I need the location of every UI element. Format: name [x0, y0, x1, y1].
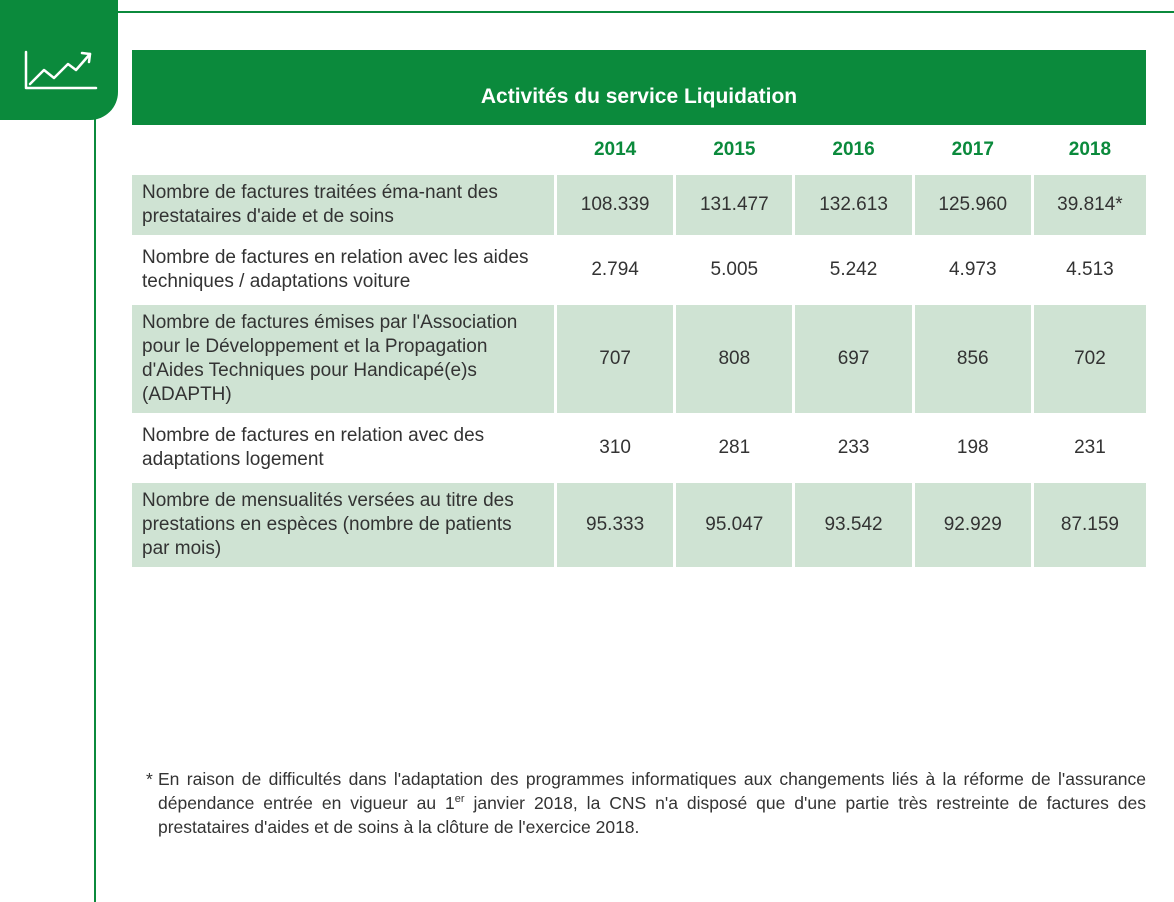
footnote-text: janvier 2018, la CNS n'a disposé que d'u…: [158, 793, 1147, 837]
cell: 233: [837, 437, 870, 458]
table-row: Nombre de factures en relation avec des …: [132, 418, 1146, 478]
superscript: er: [454, 793, 465, 806]
cell: 39.814*: [1033, 175, 1146, 235]
column-header: 2018: [1068, 139, 1112, 160]
cell: 697: [795, 305, 912, 413]
corner: [132, 130, 554, 170]
table-row: Nombre de factures en relation avec les …: [132, 240, 1146, 300]
footnote-marker: *: [146, 769, 153, 789]
row-label: Nombre de mensualités versées au titre d…: [132, 483, 554, 567]
row-label: Nombre de factures traitées éma-nant des…: [132, 175, 554, 235]
cell: 108.339: [557, 175, 674, 235]
frame-line: [94, 110, 96, 902]
row-label: Nombre de factures émises par l'Associat…: [132, 305, 554, 413]
cell: 87.159: [1033, 483, 1146, 567]
footnote: * En raison de difficultés dans l'adapta…: [146, 767, 1146, 839]
table-row: Nombre de factures émises par l'Associat…: [132, 305, 1146, 413]
cell: 5.005: [710, 259, 759, 280]
column-header: 2016: [832, 139, 875, 160]
cell: 702: [1033, 305, 1146, 413]
trend-icon: [24, 50, 98, 90]
cell: 281: [718, 437, 751, 458]
table-title: Activités du service Liquidation: [132, 50, 1146, 125]
cell: 95.333: [557, 483, 674, 567]
column-header: 2017: [951, 139, 994, 160]
table-row: Nombre de mensualités versées au titre d…: [132, 483, 1146, 567]
cell: 93.542: [795, 483, 912, 567]
cell: 2.794: [591, 259, 639, 280]
cell: 231: [1074, 437, 1106, 458]
cell: 4.513: [1066, 259, 1114, 280]
cell: 808: [676, 305, 793, 413]
cell: 707: [557, 305, 674, 413]
cell: 5.242: [829, 259, 878, 280]
row-label: Nombre de factures en relation avec les …: [142, 247, 529, 292]
cell: 856: [914, 305, 1031, 413]
column-header: 2014: [593, 139, 637, 160]
cell: 4.973: [948, 259, 997, 280]
footnote-text: En raison de difficultés dans l'adaptati…: [158, 767, 1146, 839]
column-header: 2015: [713, 139, 756, 160]
cell: 125.960: [914, 175, 1031, 235]
panel: Activités du service Liquidation 2014 201…: [132, 50, 1146, 572]
frame-line: [100, 11, 1174, 13]
table-row: Nombre de factures traitées éma-nant des…: [132, 175, 1146, 235]
cell: 198: [956, 437, 989, 458]
footnote-text: En raison de difficultés dans l'adaptati…: [158, 769, 1146, 813]
icon-badge: [0, 0, 118, 120]
cell: 92.929: [914, 483, 1031, 567]
data-table: 2014 2015 2016 2017 2018 Nombre de factures …: [129, 125, 1149, 572]
cell: 132.613: [795, 175, 912, 235]
row-label: Nombre de factures en relation avec des …: [142, 425, 485, 470]
cell: 310: [599, 437, 631, 458]
cell: 131.477: [676, 175, 793, 235]
cell: 95.047: [676, 483, 793, 567]
